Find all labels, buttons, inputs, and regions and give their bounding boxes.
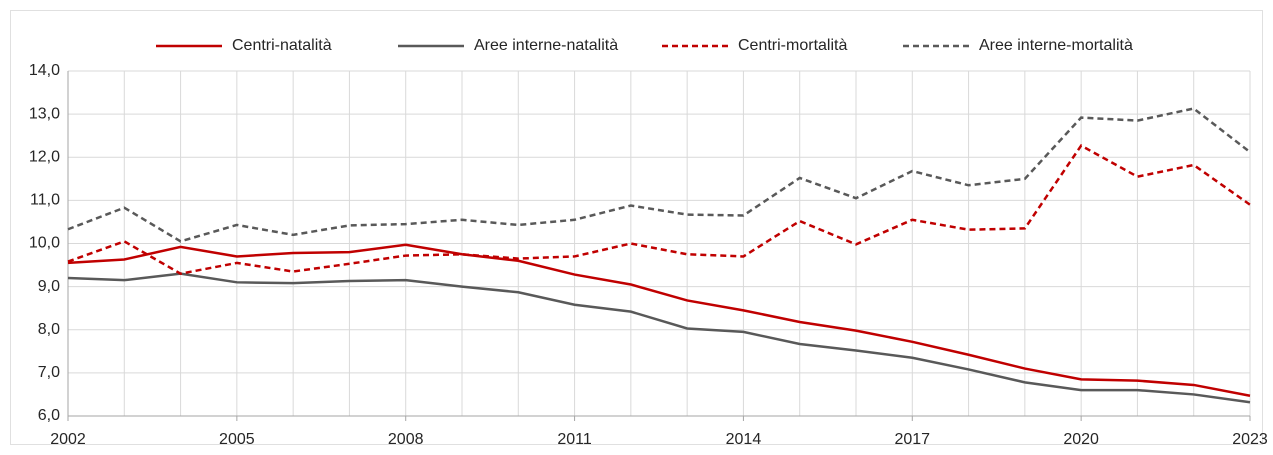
y-tick-label: 10,0 <box>29 235 60 252</box>
y-tick-label: 9,0 <box>38 278 60 295</box>
chart-frame <box>10 10 1263 445</box>
series-line <box>67 243 1251 397</box>
y-tick-label: 14,0 <box>29 62 60 79</box>
x-tick-label: 2011 <box>557 431 592 448</box>
x-tick-label: 2020 <box>1063 431 1099 448</box>
series-line <box>67 143 1251 276</box>
y-tick-label: 11,0 <box>30 192 60 209</box>
y-tick-label: 7,0 <box>38 364 60 381</box>
y-tick-label: 12,0 <box>29 148 60 165</box>
x-tick-label: 2008 <box>388 431 424 448</box>
y-tick-label: 6,0 <box>38 407 60 424</box>
y-tick-label: 8,0 <box>38 321 60 338</box>
legend-label: Centri-natalità <box>232 37 332 54</box>
legend-label: Centri-mortalità <box>738 37 847 54</box>
legend-label: Aree interne-natalità <box>474 37 618 54</box>
legend-label: Aree interne-mortalità <box>979 37 1133 54</box>
y-tick-label: 13,0 <box>29 105 60 122</box>
series-line <box>67 272 1251 404</box>
series-line <box>67 107 1251 243</box>
x-tick-label: 2002 <box>50 431 86 448</box>
x-tick-label: 2023 <box>1232 431 1268 448</box>
x-tick-label: 2017 <box>894 431 930 448</box>
x-tick-label: 2014 <box>726 431 762 448</box>
x-tick-label: 2005 <box>219 431 255 448</box>
